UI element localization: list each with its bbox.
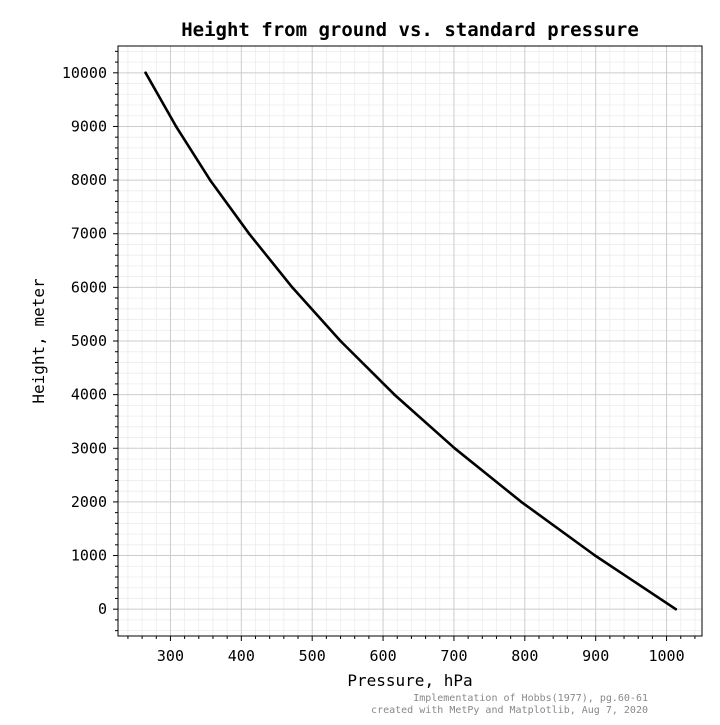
- data-point: [144, 71, 147, 75]
- data-point: [453, 446, 456, 450]
- x-tick-label: 300: [157, 647, 184, 665]
- x-tick-label: 1000: [649, 647, 685, 665]
- x-tick-label: 800: [511, 647, 538, 665]
- x-tick-label: 900: [582, 647, 609, 665]
- y-tick-label: 5000: [71, 332, 107, 350]
- data-point: [339, 339, 342, 343]
- x-tick-label: 500: [299, 647, 326, 665]
- series-layer: [144, 71, 678, 611]
- data-point: [247, 232, 251, 236]
- data-point: [208, 178, 212, 182]
- y-tick-label: 0: [98, 600, 107, 618]
- y-axis-label: Height, meter: [29, 278, 48, 404]
- x-axis-label: Pressure, hPa: [347, 671, 472, 690]
- y-tick-label: 3000: [71, 439, 107, 457]
- y-tick-label: 8000: [71, 171, 107, 189]
- data-point: [291, 286, 294, 289]
- major-grid: [118, 46, 702, 636]
- data-point: [174, 125, 178, 128]
- x-tick-label: 700: [440, 647, 467, 665]
- y-tick-label: 2000: [71, 493, 107, 511]
- y-tick-label: 1000: [71, 547, 107, 565]
- data-point: [519, 500, 523, 504]
- y-tick-label: 9000: [71, 117, 107, 135]
- chart-title: Height from ground vs. standard pressure: [181, 19, 639, 41]
- y-tick-labels: 0 1000 2000 3000 4000 5000 6000 7000 8000 9000 100…: [62, 64, 107, 618]
- x-tick-label: 400: [228, 647, 255, 665]
- credit-line-2: created with MetPy and Matplotlib, Aug 7…: [371, 705, 648, 716]
- x-tick-labels: 300 400 500 600 700 800 900 1000: [157, 647, 685, 665]
- y-tick-label: 10000: [62, 64, 107, 82]
- y-tick-label: 7000: [71, 225, 107, 243]
- data-point: [393, 393, 396, 396]
- tick-marks: [113, 50, 696, 641]
- y-tick-label: 4000: [71, 386, 107, 404]
- data-point: [674, 607, 678, 611]
- data-point: [593, 554, 597, 557]
- x-tick-label: 600: [370, 647, 397, 665]
- y-tick-label: 6000: [71, 278, 107, 296]
- credit-line-1: Implementation of Hobbs(1977), pg.60-61: [413, 693, 648, 704]
